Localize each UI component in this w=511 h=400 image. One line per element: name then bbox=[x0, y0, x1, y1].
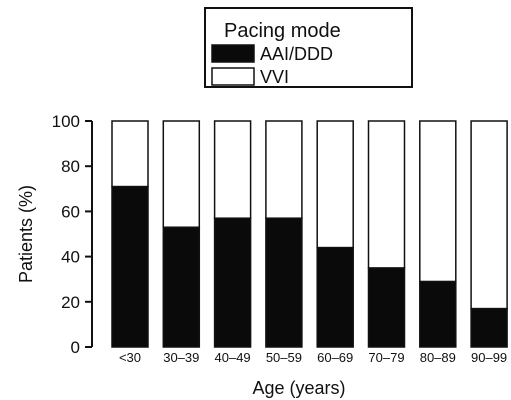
bar-vvi bbox=[470, 120, 508, 310]
x-axis-label: Age (years) bbox=[252, 378, 345, 398]
bar-vvi bbox=[419, 120, 457, 283]
y-axis-label: Patients (%) bbox=[16, 185, 36, 283]
y-ticks: 0 20 40 60 80 100 bbox=[52, 112, 92, 357]
y-tick-label: 40 bbox=[61, 248, 80, 267]
legend-swatch-aai-ddd bbox=[211, 44, 255, 63]
bar-aai-ddd bbox=[316, 246, 354, 348]
x-tick-label: 90–99 bbox=[471, 350, 507, 365]
x-tick-label: 70–79 bbox=[368, 350, 404, 365]
x-tick-label: 30–39 bbox=[163, 350, 199, 365]
legend-label-aai-ddd: AAI/DDD bbox=[260, 44, 333, 64]
bar-aai-ddd bbox=[265, 217, 303, 348]
x-tick-label: <30 bbox=[119, 350, 141, 365]
bar-aai-ddd bbox=[213, 217, 252, 348]
y-tick-label: 20 bbox=[61, 293, 80, 312]
bar-vvi bbox=[111, 120, 149, 188]
bar-vvi bbox=[213, 120, 252, 219]
x-tick-label: 80–89 bbox=[420, 350, 456, 365]
bar-aai-ddd bbox=[162, 226, 201, 348]
x-tick-label: 60–69 bbox=[317, 350, 353, 365]
legend-title: Pacing mode bbox=[224, 20, 341, 42]
bar-vvi bbox=[162, 120, 201, 228]
y-tick-label: 100 bbox=[52, 112, 80, 131]
bar-aai-ddd bbox=[367, 267, 406, 348]
bar-aai-ddd bbox=[111, 185, 149, 348]
x-tick-label: 50–59 bbox=[266, 350, 302, 365]
y-tick-label: 80 bbox=[61, 157, 80, 176]
y-axis: 0 20 40 60 80 100 bbox=[52, 112, 93, 357]
bar-aai-ddd bbox=[419, 280, 457, 348]
bar-vvi bbox=[316, 120, 354, 249]
bar-vvi bbox=[265, 120, 303, 219]
x-tick-label: 40–49 bbox=[215, 350, 251, 365]
legend: Pacing mode AAI/DDD VVI bbox=[204, 7, 413, 88]
y-tick-label: 60 bbox=[61, 202, 80, 221]
legend-label-vvi: VVI bbox=[260, 67, 289, 87]
y-tick-label: 0 bbox=[71, 338, 80, 357]
bars bbox=[111, 120, 508, 348]
bar-vvi bbox=[367, 120, 406, 269]
legend-swatch-vvi bbox=[211, 67, 255, 86]
bar-aai-ddd bbox=[470, 307, 508, 348]
x-ticks: <30 30–39 40–49 50–59 60–69 70–79 80–89 90–99 bbox=[119, 350, 507, 365]
